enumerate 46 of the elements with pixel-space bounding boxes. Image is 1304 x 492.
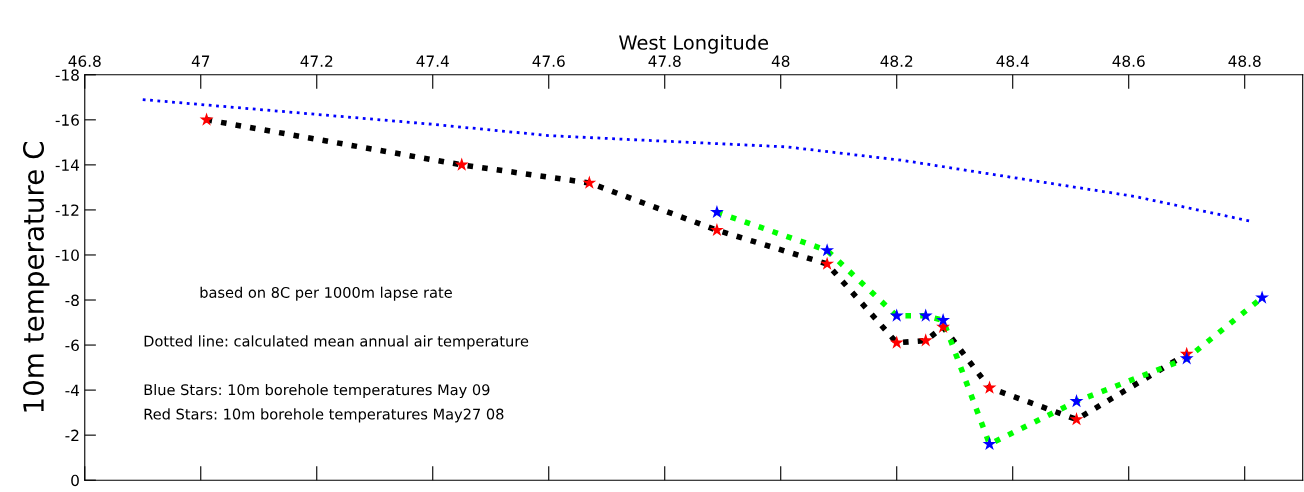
x-tick-label: 48.6 bbox=[1112, 55, 1145, 67]
point bbox=[1255, 290, 1270, 304]
y-axis-title: 10m temperature C bbox=[23, 141, 50, 412]
point bbox=[936, 313, 951, 327]
x-tick-label: 48.8 bbox=[1228, 55, 1261, 67]
annotation: Blue Stars: 10m borehole temperatures May 09 bbox=[144, 383, 490, 399]
point bbox=[710, 204, 724, 219]
x-axis-title: West Longitude bbox=[619, 34, 769, 54]
point bbox=[982, 380, 997, 394]
y-tick-label: -4 bbox=[65, 384, 80, 396]
x-tick-label: 48.2 bbox=[880, 55, 913, 67]
annotation: Red Stars: 10m borehole temperatures May27 08 bbox=[144, 408, 504, 423]
point bbox=[918, 308, 933, 322]
x-tick-label: 47.2 bbox=[300, 55, 333, 67]
point bbox=[820, 243, 835, 257]
point bbox=[1069, 394, 1084, 408]
point bbox=[454, 157, 469, 171]
y-tick-label: -6 bbox=[65, 339, 79, 352]
y-tick-label: -8 bbox=[65, 294, 79, 307]
point bbox=[889, 335, 904, 349]
y-tick-label: -14 bbox=[55, 159, 80, 171]
x-tick-label: 47.4 bbox=[416, 55, 449, 67]
point bbox=[582, 175, 597, 189]
annotation: Dotted line: calculated mean annual air temperature bbox=[144, 335, 529, 350]
x-tick-label: 47.8 bbox=[648, 55, 681, 67]
y-tick-label: -18 bbox=[55, 69, 79, 81]
x-tick-label: 48.4 bbox=[996, 55, 1029, 67]
x-tick-label: 46.8 bbox=[68, 55, 101, 67]
x-tick-label: 47.6 bbox=[532, 55, 565, 67]
point bbox=[889, 308, 904, 322]
y-tick-label: -16 bbox=[55, 114, 79, 126]
y-tick-label: 0 bbox=[71, 474, 79, 487]
point bbox=[820, 256, 835, 270]
line-series bbox=[141, 98, 1252, 223]
y-tick-label: -10 bbox=[55, 249, 79, 261]
point bbox=[1069, 412, 1084, 426]
point bbox=[1179, 351, 1194, 365]
y-tick-label: -2 bbox=[65, 429, 79, 441]
y-tick-label: -12 bbox=[55, 204, 79, 216]
x-tick-label: 47 bbox=[191, 55, 210, 67]
point bbox=[710, 222, 724, 237]
point bbox=[982, 436, 997, 451]
annotation: based on 8C per 1000m lapse rate bbox=[200, 286, 452, 301]
x-tick-label: 48 bbox=[771, 55, 790, 67]
point bbox=[918, 333, 933, 347]
point bbox=[199, 112, 214, 126]
